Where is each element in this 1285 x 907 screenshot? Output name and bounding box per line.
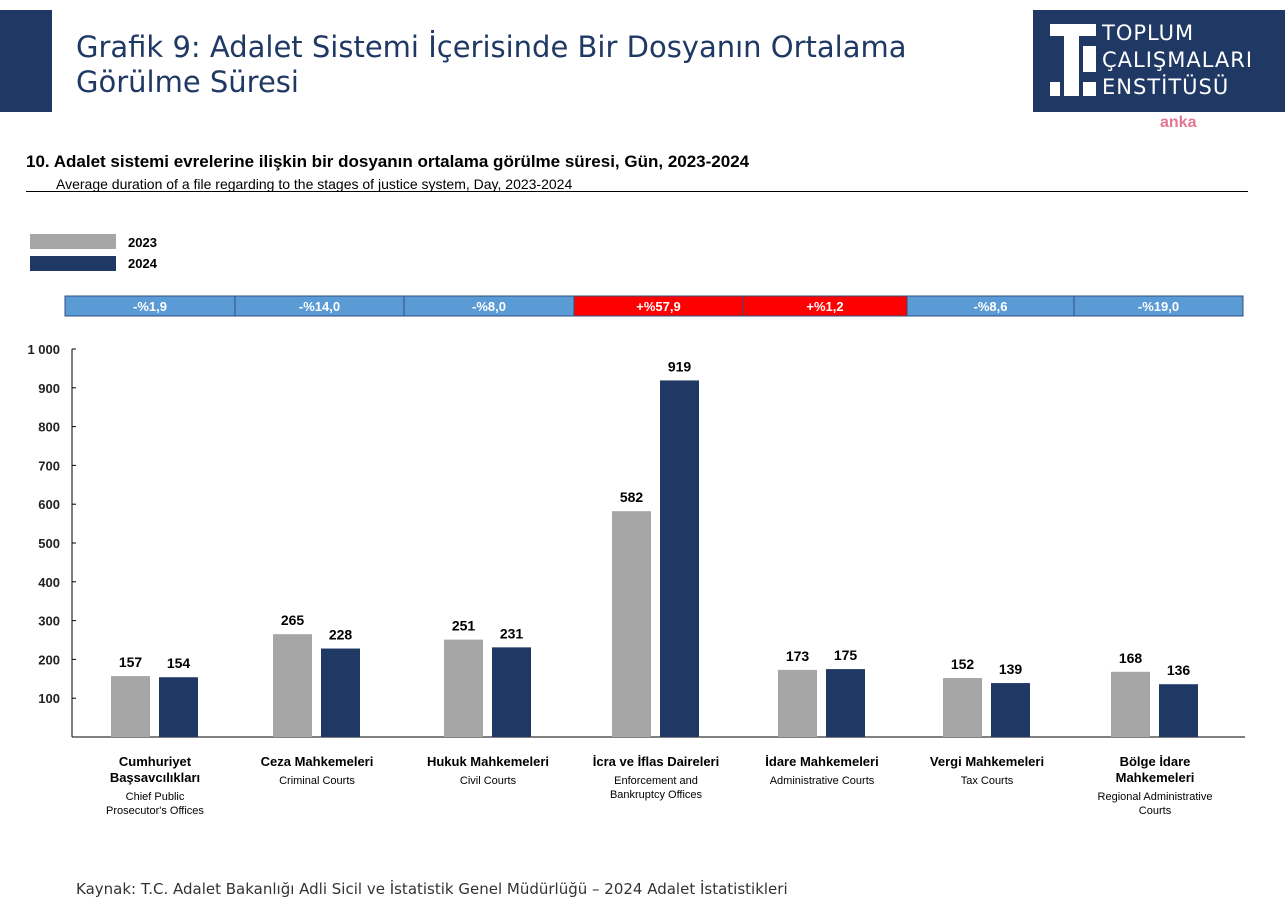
data-label: 228 — [329, 627, 353, 643]
source-note: Kaynak: T.C. Adalet Bakanlığı Adli Sicil… — [76, 880, 788, 898]
change-label: -%19,0 — [1138, 299, 1179, 314]
data-label: 582 — [620, 489, 644, 505]
legend-label: 2023 — [128, 235, 157, 250]
header-title-box — [52, 10, 1033, 112]
bar-2023 — [444, 639, 483, 737]
bar-2024 — [492, 647, 531, 737]
y-tick-label: 300 — [38, 614, 60, 629]
bar-2023 — [1111, 671, 1150, 737]
data-label: 251 — [452, 618, 476, 634]
change-label: -%14,0 — [299, 299, 340, 314]
category-sublabel: Civil Courts — [460, 775, 517, 787]
bar-2023 — [943, 678, 982, 737]
chart-subtitle: Average duration of a file regarding to … — [56, 176, 573, 192]
category-label: İdare Mahkemeleri — [765, 754, 878, 769]
legend-swatch — [30, 234, 116, 249]
category-label: İcra ve İflas Daireleri — [593, 754, 719, 769]
y-tick-label: 500 — [38, 536, 60, 551]
category-label: Mahkemeleri — [1116, 770, 1195, 785]
category-label: Vergi Mahkemeleri — [930, 754, 1044, 769]
category-sublabel: Courts — [1139, 805, 1172, 817]
change-label: +%1,2 — [806, 299, 843, 314]
category-label: Başsavcılıkları — [110, 770, 200, 785]
data-label: 231 — [500, 625, 524, 641]
change-label: +%57,9 — [636, 299, 680, 314]
bar-2024 — [1159, 684, 1198, 737]
change-box — [1073, 295, 1244, 317]
logo-text: TOPLUM ÇALIŞMALARI ENSTİTÜSÜ — [1102, 20, 1253, 101]
y-tick-label: 800 — [38, 420, 60, 435]
y-tick-label: 400 — [38, 575, 60, 590]
y-tick-label: 600 — [38, 497, 60, 512]
category-sublabel: Criminal Courts — [279, 775, 355, 787]
logo-line: TOPLUM — [1102, 21, 1195, 45]
bar-2024 — [660, 380, 699, 737]
category-label: Hukuk Mahkemeleri — [427, 754, 549, 769]
watermark: anka — [1160, 114, 1197, 131]
logo-line: ÇALIŞMALARI — [1102, 48, 1254, 72]
data-label: 139 — [999, 661, 1023, 677]
category-sublabel: Prosecutor's Offices — [106, 805, 204, 817]
data-label: 168 — [1119, 650, 1143, 666]
legend-swatch — [30, 256, 116, 271]
category-label: Bölge İdare — [1120, 754, 1191, 769]
bar-2023 — [778, 669, 817, 737]
bar-2024 — [321, 648, 360, 737]
change-label: -%8,0 — [472, 299, 506, 314]
category-sublabel: Tax Courts — [961, 775, 1014, 787]
bar-2024 — [826, 669, 865, 737]
data-label: 157 — [119, 654, 143, 670]
y-tick-label: 100 — [38, 691, 60, 706]
chart-title: 10. Adalet sistemi evrelerine ilişkin bi… — [26, 152, 750, 171]
category-sublabel: Chief Public — [126, 791, 185, 803]
bar-2024 — [159, 677, 198, 737]
y-tick-label: 900 — [38, 381, 60, 396]
bar-2023 — [273, 634, 312, 737]
data-label: 265 — [281, 612, 305, 628]
y-tick-label: 200 — [38, 652, 60, 667]
bar-2023 — [612, 511, 651, 737]
category-sublabel: Regional Administrative — [1098, 791, 1213, 803]
bar-2023 — [111, 676, 150, 737]
category-sublabel: Administrative Courts — [770, 775, 875, 787]
page-title: Grafik 9: Adalet Sistemi İçerisinde Bir … — [76, 30, 907, 99]
data-label: 919 — [668, 358, 692, 374]
logo-line: ENSTİTÜSÜ — [1102, 75, 1230, 99]
legend-label: 2024 — [128, 256, 158, 271]
data-label: 136 — [1167, 662, 1191, 678]
data-label: 154 — [167, 655, 191, 671]
divider — [26, 191, 1248, 192]
logo-mark-icon — [1050, 24, 1096, 96]
change-label: -%8,6 — [974, 299, 1008, 314]
data-label: 175 — [834, 647, 858, 663]
category-sublabel: Enforcement and — [614, 775, 698, 787]
y-tick-label: 700 — [38, 458, 60, 473]
data-label: 173 — [786, 648, 810, 664]
change-label: -%1,9 — [133, 299, 167, 314]
category-label: Cumhuriyet — [119, 754, 192, 769]
data-label: 152 — [951, 656, 975, 672]
y-tick-label: 1 000 — [27, 342, 60, 357]
bar-2024 — [991, 683, 1030, 737]
category-sublabel: Bankruptcy Offices — [610, 789, 703, 801]
category-label: Ceza Mahkemeleri — [261, 754, 374, 769]
